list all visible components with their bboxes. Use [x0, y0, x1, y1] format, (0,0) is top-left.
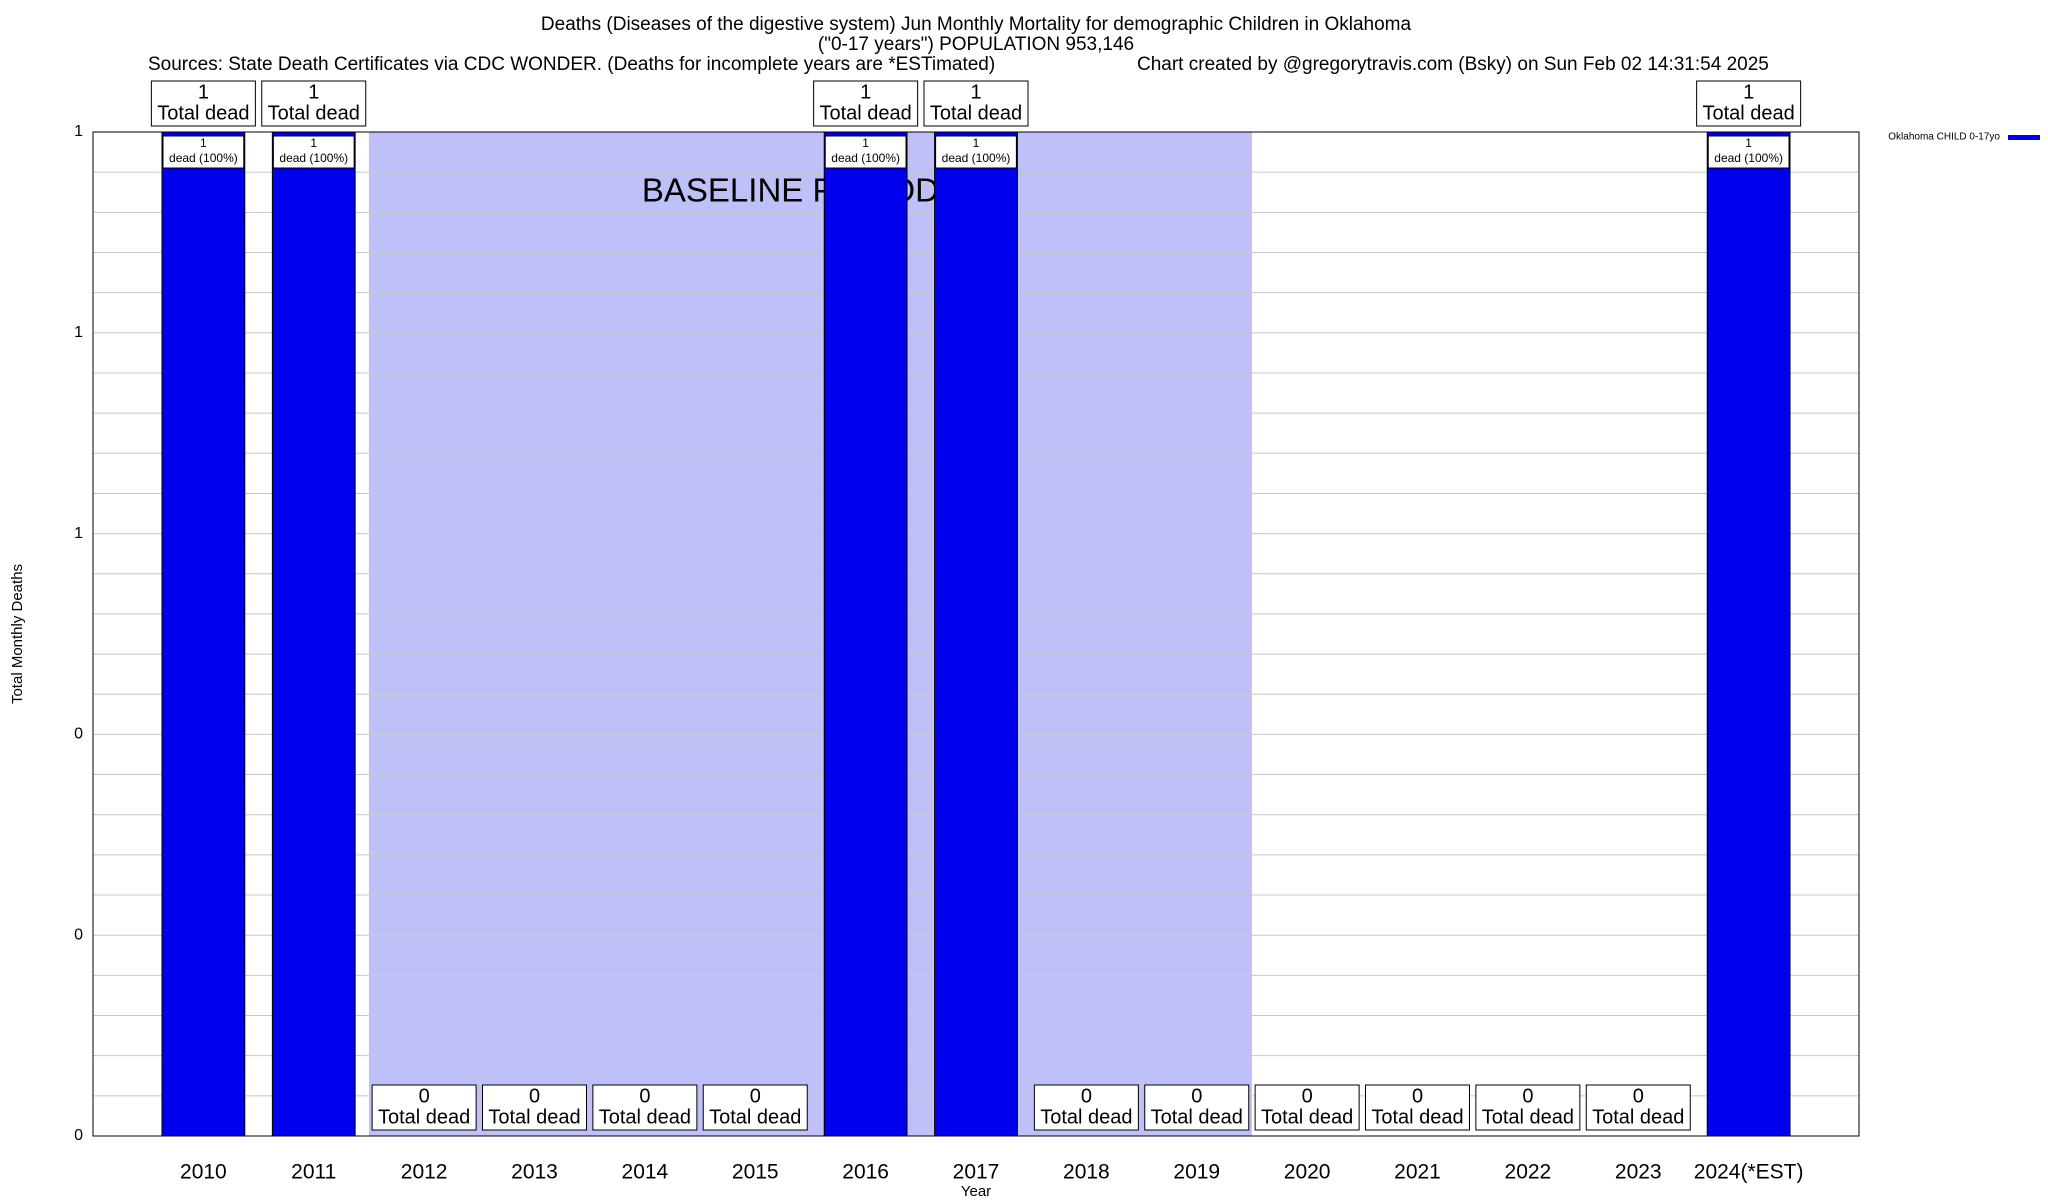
- total-label: Total dead: [709, 1106, 801, 1128]
- inner-box: [272, 135, 355, 169]
- x-tick-label: 2023: [1615, 1161, 1662, 1184]
- total-box: [261, 80, 367, 127]
- total-box: [702, 1084, 808, 1131]
- total-box: [482, 1084, 587, 1131]
- bar: [161, 131, 246, 1137]
- x-tick-label: 2013: [511, 1161, 558, 1184]
- total-label: Total dead: [819, 102, 911, 124]
- credit: Chart created by @gregorytravis.com (Bsk…: [1137, 54, 1769, 75]
- total-box: [1585, 1084, 1691, 1131]
- total-box: [1144, 1084, 1250, 1131]
- total-box: [813, 80, 919, 127]
- value-label: 0: [1522, 1085, 1533, 1107]
- value-label: 0: [1081, 1085, 1092, 1107]
- inner-value-label: 1: [1745, 136, 1752, 150]
- inner-label: dead (100%): [279, 151, 348, 165]
- total-label: Total dead: [268, 102, 360, 124]
- inner-label: dead (100%): [169, 151, 238, 165]
- total-box: [923, 80, 1029, 127]
- value-label: 1: [1743, 81, 1754, 103]
- value-label: 0: [1412, 1085, 1423, 1107]
- y-axis-label: Total Monthly Deaths: [9, 564, 26, 704]
- value-label: 0: [1191, 1085, 1202, 1107]
- y-tick-label: 1: [74, 123, 83, 140]
- total-label: Total dead: [157, 102, 249, 124]
- total-label: Total dead: [378, 1106, 470, 1128]
- x-tick-label: 2021: [1394, 1161, 1441, 1184]
- total-label: Total dead: [1371, 1106, 1463, 1128]
- value-label: 1: [198, 81, 209, 103]
- value-label: 1: [308, 81, 319, 103]
- bar: [271, 131, 356, 1137]
- x-tick-label: 2020: [1284, 1161, 1331, 1184]
- x-tick-label: 2024(*EST): [1694, 1161, 1804, 1184]
- value-label: 0: [1633, 1085, 1644, 1107]
- inner-box: [1707, 135, 1790, 169]
- baseline-shade: [368, 132, 1252, 1136]
- inner-box: [162, 135, 245, 169]
- chart-title: Deaths (Diseases of the digestive system…: [541, 14, 1412, 35]
- inner-value-label: 1: [310, 136, 317, 150]
- x-axis-label: Year: [961, 1183, 991, 1200]
- total-label: Total dead: [1151, 1106, 1243, 1128]
- x-tick-label: 2019: [1173, 1161, 1220, 1184]
- bar: [934, 131, 1018, 1137]
- inner-label: dead (100%): [831, 151, 900, 165]
- total-label: Total dead: [1040, 1106, 1132, 1128]
- y-tick-label: 1: [74, 324, 83, 341]
- total-label: Total dead: [599, 1106, 691, 1128]
- value-label: 1: [970, 81, 981, 103]
- sources: Sources: State Death Certificates via CD…: [148, 54, 995, 75]
- value-label: 0: [419, 1085, 430, 1107]
- inner-label: dead (100%): [1714, 151, 1783, 165]
- total-box: [1696, 80, 1802, 127]
- value-label: 0: [639, 1085, 650, 1107]
- bar: [1706, 131, 1791, 1137]
- total-label: Total dead: [930, 102, 1022, 124]
- y-tick-label: 1: [74, 525, 83, 542]
- total-label: Total dead: [488, 1106, 580, 1128]
- inner-box: [824, 135, 907, 169]
- total-label: Total dead: [1592, 1106, 1684, 1128]
- x-tick-label: 2016: [842, 1161, 889, 1184]
- x-tick-label: 2010: [180, 1161, 227, 1184]
- x-tick-label: 2014: [622, 1161, 669, 1184]
- total-box: [1475, 1084, 1581, 1131]
- total-box: [1033, 1084, 1139, 1131]
- value-label: 1: [860, 81, 871, 103]
- x-tick-label: 2011: [291, 1161, 336, 1184]
- total-label: Total dead: [1482, 1106, 1574, 1128]
- x-tick-label: 2015: [732, 1161, 779, 1184]
- chart-subtitle: ("0-17 years") POPULATION 953,146: [818, 34, 1134, 55]
- legend-label: Oklahoma CHILD 0-17yo: [1888, 132, 2000, 143]
- y-tick-label: 0: [74, 1127, 83, 1144]
- value-label: 0: [529, 1085, 540, 1107]
- y-tick-label: 0: [74, 926, 83, 943]
- total-label: Total dead: [1702, 102, 1794, 124]
- total-box: [371, 1084, 477, 1131]
- inner-value-label: 1: [200, 136, 207, 150]
- total-label: Total dead: [1261, 1106, 1353, 1128]
- inner-label: dead (100%): [942, 151, 1011, 165]
- inner-value-label: 1: [973, 136, 980, 150]
- value-label: 0: [1302, 1085, 1313, 1107]
- y-tick-label: 0: [74, 726, 83, 743]
- total-box: [150, 80, 256, 127]
- inner-box: [935, 135, 1017, 169]
- total-box: [592, 1084, 698, 1131]
- x-tick-label: 2022: [1505, 1161, 1552, 1184]
- bar: [823, 131, 908, 1137]
- x-tick-label: 2018: [1063, 1161, 1110, 1184]
- value-label: 0: [750, 1085, 761, 1107]
- total-box: [1254, 1084, 1360, 1131]
- x-tick-label: 2017: [953, 1161, 1000, 1184]
- inner-value-label: 1: [862, 136, 869, 150]
- x-tick-label: 2012: [401, 1161, 448, 1184]
- total-box: [1365, 1084, 1470, 1131]
- legend-swatch: [2008, 135, 2040, 140]
